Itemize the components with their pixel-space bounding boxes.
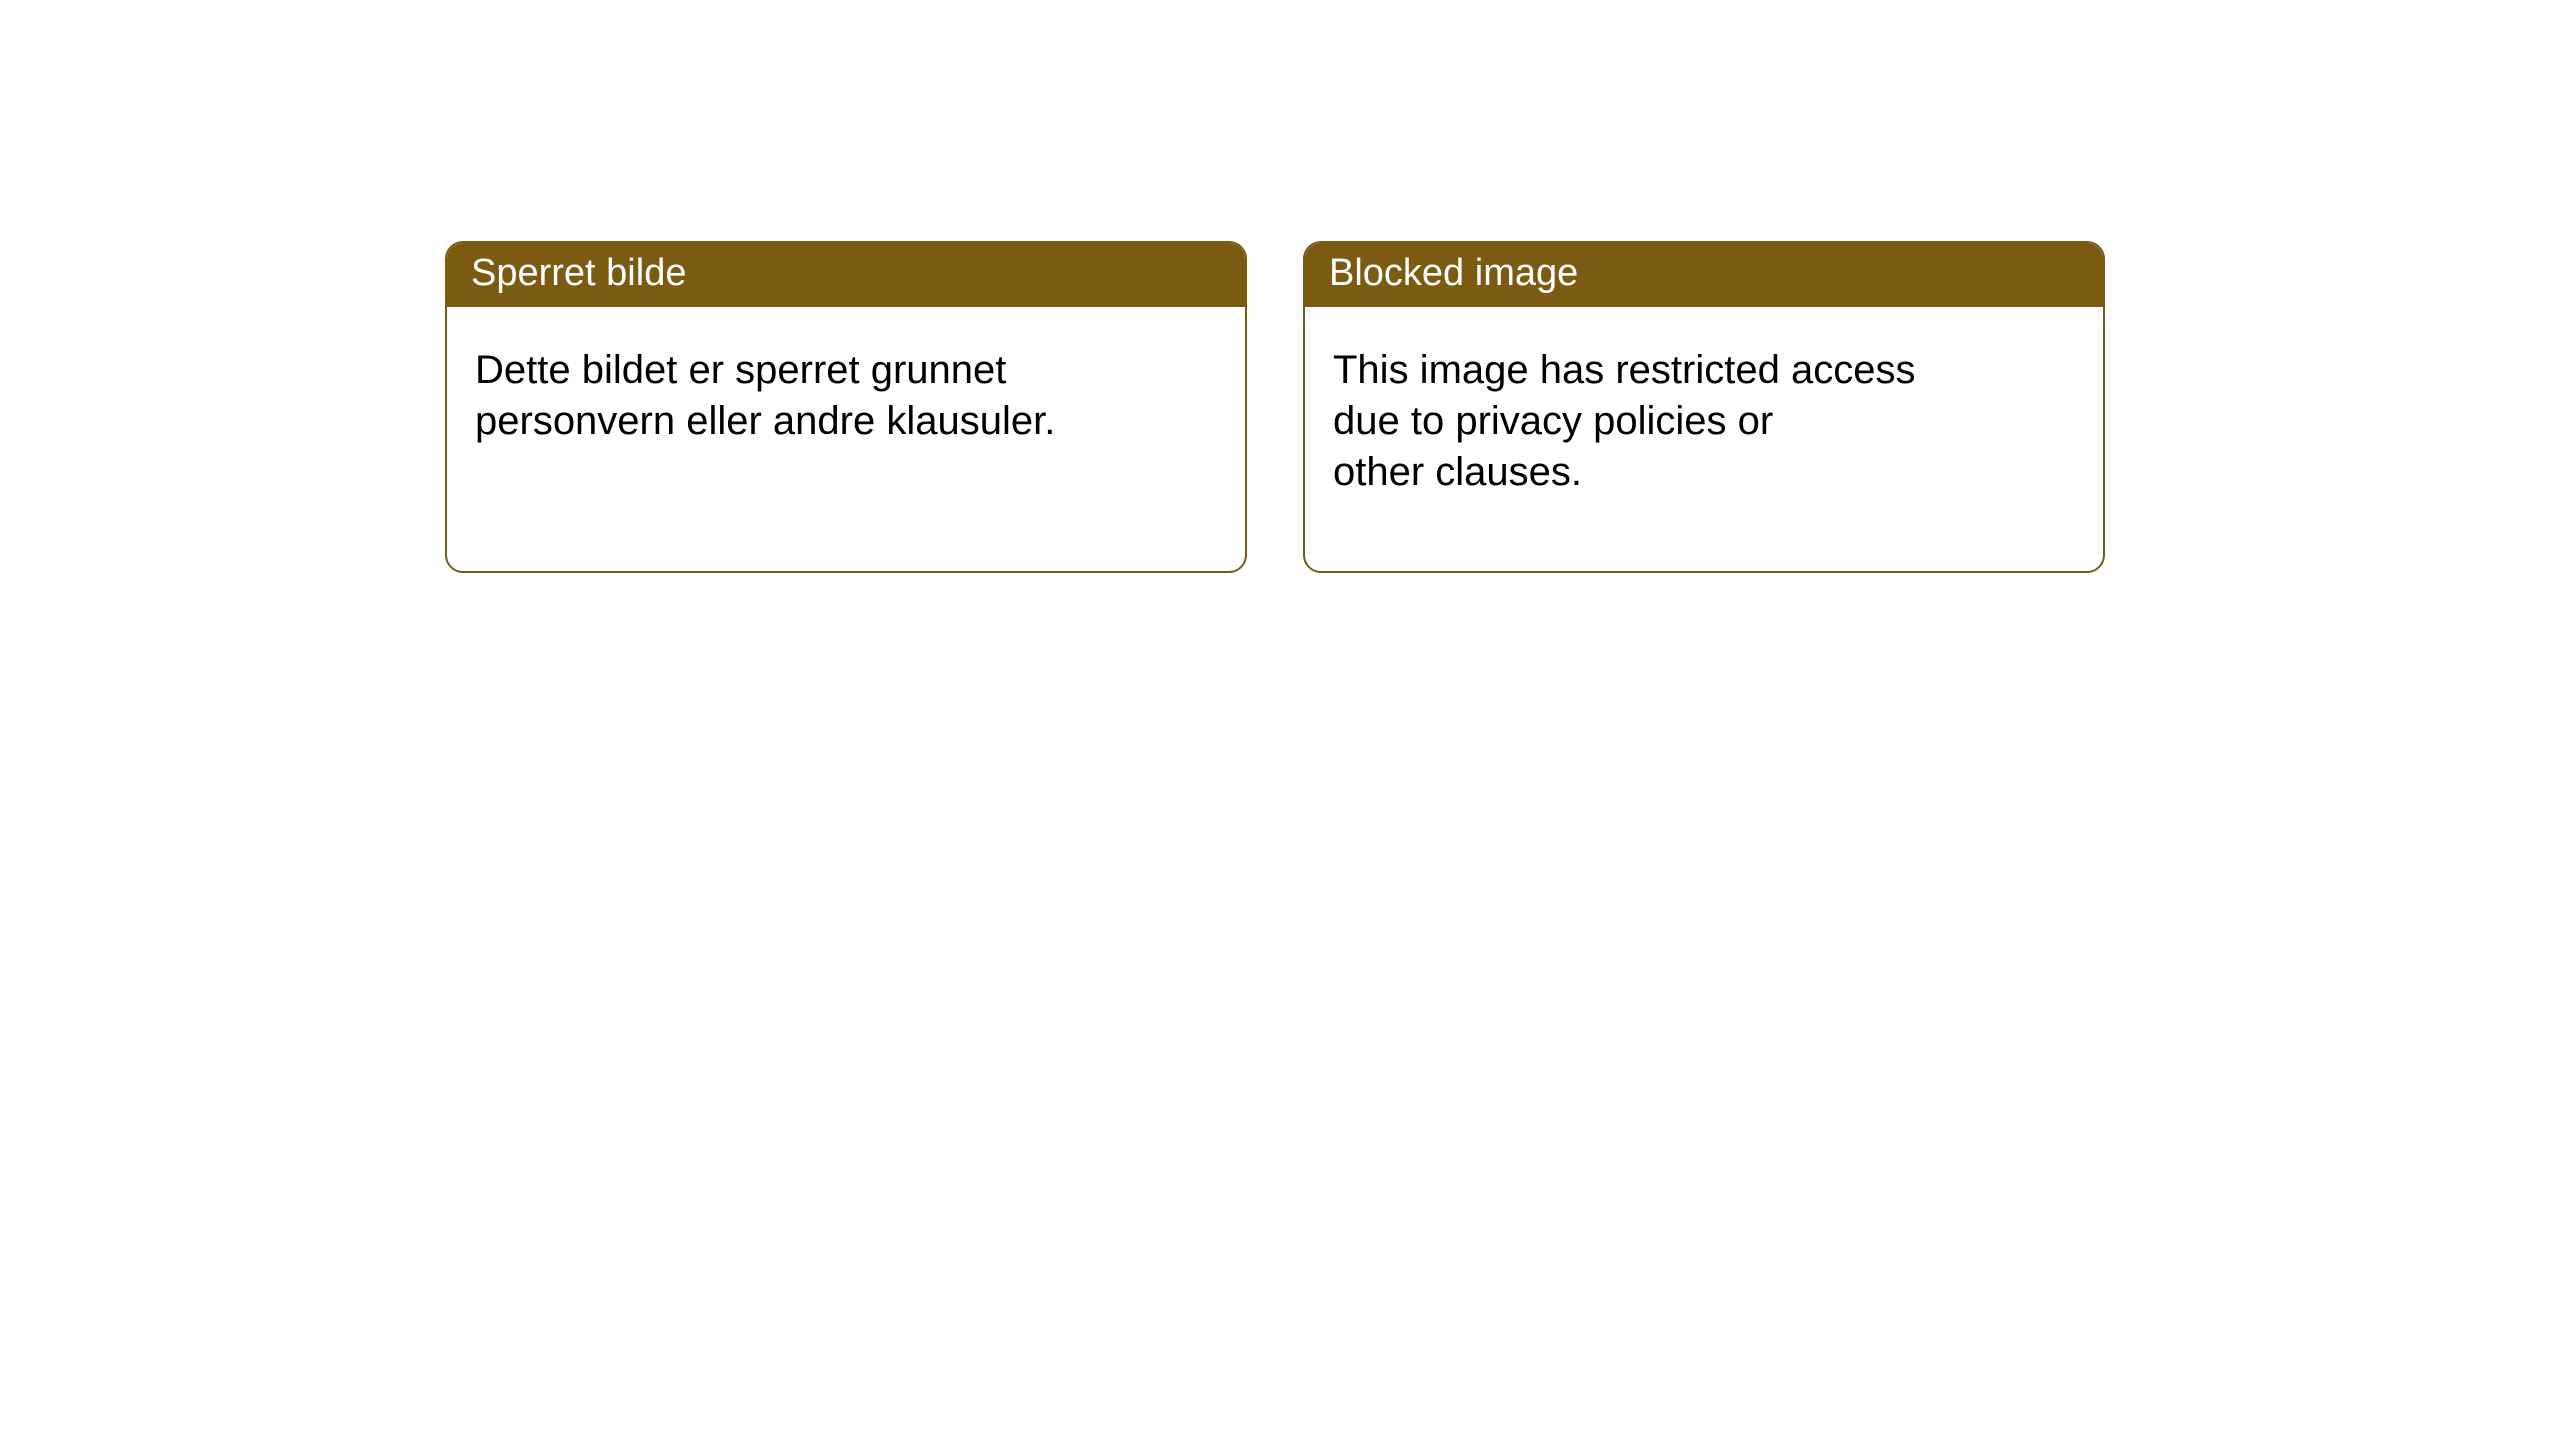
notice-body: This image has restricted access due to …: [1305, 307, 2103, 527]
notice-card-norwegian: Sperret bilde Dette bildet er sperret gr…: [445, 241, 1247, 573]
notice-title: Sperret bilde: [447, 243, 1245, 307]
notice-container: Sperret bilde Dette bildet er sperret gr…: [0, 0, 2560, 573]
notice-card-english: Blocked image This image has restricted …: [1303, 241, 2105, 573]
notice-title: Blocked image: [1305, 243, 2103, 307]
notice-body: Dette bildet er sperret grunnet personve…: [447, 307, 1245, 475]
